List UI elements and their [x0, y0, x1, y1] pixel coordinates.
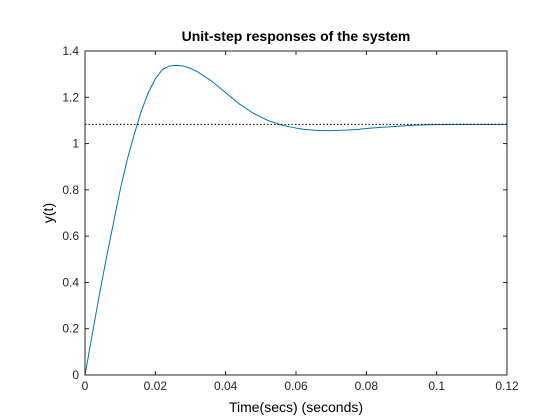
plot-area: [85, 51, 507, 375]
x-axis-label: Time(secs) (seconds): [229, 399, 363, 415]
step-response-line: [84, 64, 507, 376]
x-tick-label: 0.04: [214, 379, 238, 393]
y-tick-label: 0.2: [62, 322, 79, 336]
x-tick-label: 0.08: [355, 379, 379, 393]
chart-title: Unit-step responses of the system: [182, 28, 411, 44]
series-layer: [84, 64, 507, 376]
y-tick-label: 1.2: [62, 90, 79, 104]
y-tick-label: 1: [72, 137, 79, 151]
x-tick-label: 0.02: [144, 379, 168, 393]
x-tick-label: 0.1: [428, 379, 445, 393]
x-tick-label: 0.12: [495, 379, 519, 393]
y-tick-label: 0.6: [62, 229, 79, 243]
y-tick-label: 1.4: [62, 44, 79, 58]
y-tick-label: 0.8: [62, 183, 79, 197]
x-tick-label: 0.06: [284, 379, 308, 393]
x-tick-label: 0: [82, 379, 89, 393]
y-tick-label: 0.4: [62, 275, 79, 289]
y-axis-label: y(t): [40, 203, 56, 223]
ticks-layer: 0 0.02 0.04 0.06 0.08 0.1 0.12 0 0.2 0.4 0.6 0.8 1 1.…: [62, 44, 519, 393]
y-tick-label: 0: [72, 368, 79, 382]
